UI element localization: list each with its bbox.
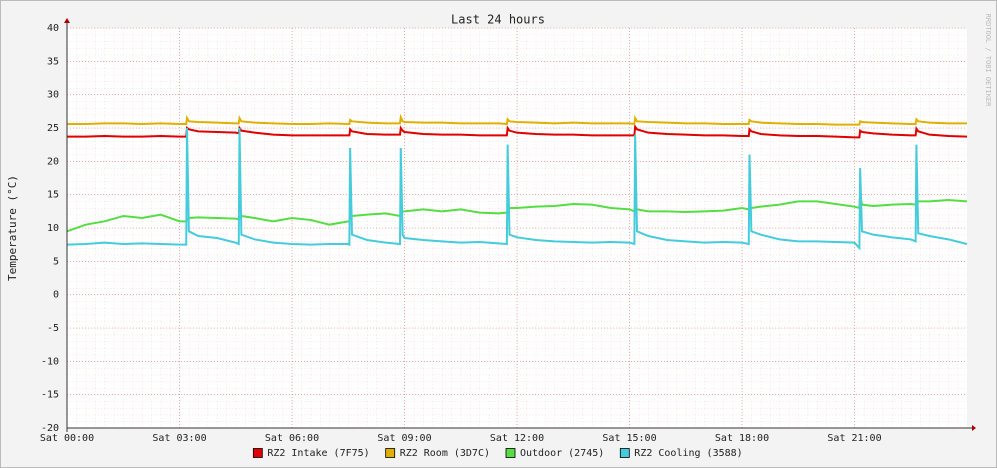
legend-label: RZ2 Room (3D7C)	[400, 448, 490, 459]
series-line	[67, 123, 968, 139]
legend-label: RZ2 Intake (7F75)	[267, 448, 369, 459]
y-tick-label: -5	[47, 323, 59, 334]
legend-label: Outdoor (2745)	[520, 448, 604, 459]
x-tick-label: Sat 03:00	[152, 433, 206, 444]
y-tick-label: 20	[47, 156, 59, 167]
legend-item: RZ2 Intake (7F75)	[252, 448, 370, 459]
y-tick-label: 25	[47, 123, 59, 134]
legend-label: RZ2 Cooling (3588)	[634, 448, 742, 459]
y-tick-label: 5	[53, 256, 59, 267]
series-line	[67, 113, 967, 126]
y-tick-label: 0	[53, 290, 59, 301]
y-tick-label: 40	[47, 23, 59, 34]
watermark: RRDTOOL / TOBI OETIKER	[984, 14, 992, 108]
legend-swatch	[619, 448, 630, 458]
x-arrow	[972, 425, 976, 431]
x-tick-label: Sat 21:00	[827, 433, 881, 444]
legend-item: RZ2 Room (3D7C)	[385, 448, 490, 459]
x-tick-label: Sat 15:00	[602, 433, 656, 444]
x-tick-label: Sat 09:00	[377, 433, 431, 444]
x-tick-label: Sat 00:00	[40, 433, 94, 444]
y-arrow	[64, 18, 70, 23]
legend-swatch	[505, 448, 516, 458]
y-axis-label: Temperature (°C)	[6, 175, 19, 281]
y-tick-label: -15	[41, 390, 59, 401]
x-tick-label: Sat 06:00	[265, 433, 319, 444]
series-line	[66, 127, 968, 251]
legend-swatch	[252, 448, 263, 458]
y-tick-label: 10	[47, 223, 59, 234]
chart-title: Last 24 hours	[451, 13, 545, 27]
x-tick-label: Sat 12:00	[490, 433, 544, 444]
y-tick-label: 30	[47, 90, 59, 101]
legend-item: RZ2 Cooling (3588)	[619, 448, 743, 459]
y-tick-label: 15	[47, 190, 59, 201]
legend-item: Outdoor (2745)	[505, 448, 604, 459]
lines	[66, 113, 968, 251]
legend: RZ2 Intake (7F75) RZ2 Room (3D7C) Outdoor …	[252, 448, 743, 459]
y-tick-label: -20	[41, 423, 59, 434]
y-tick-label: 35	[47, 56, 59, 67]
legend-swatch	[385, 448, 396, 458]
y-tick-label: -10	[41, 356, 59, 367]
x-tick-label: Sat 18:00	[715, 433, 769, 444]
